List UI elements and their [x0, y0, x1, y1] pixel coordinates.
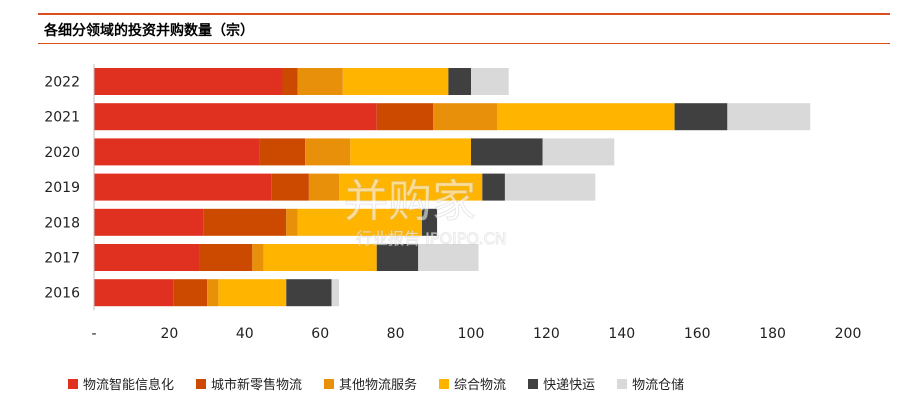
bar-segment: [376, 103, 434, 131]
bar-segment: [297, 68, 343, 95]
top-rule: [38, 13, 890, 15]
bar-segment: [259, 138, 306, 166]
bar-segment: [350, 138, 471, 166]
x-tick-label: 80: [387, 326, 405, 342]
category-label: 2016: [44, 286, 80, 302]
bar-segment: [421, 208, 438, 236]
bar-segment: [94, 68, 283, 95]
legend-swatch: [324, 378, 335, 389]
category-label: 2018: [44, 215, 80, 231]
x-tick-label: -: [91, 326, 96, 342]
bar-segment: [497, 103, 675, 131]
bar-segment: [331, 279, 340, 307]
bar-segment: [674, 103, 728, 131]
title-rule: [38, 43, 890, 44]
stacked-bar-chart: 2022 2021 2020 2019 2018 2017 2016 - 20 40 60 80 100…: [44, 64, 862, 342]
bar-segment: [504, 173, 596, 201]
legend-swatch: [68, 378, 78, 389]
bar-segment: [342, 68, 449, 95]
legend-item: 综合物流: [439, 374, 506, 393]
bar-segment: [542, 138, 615, 166]
bar-segment: [418, 244, 479, 271]
legend-item: 快递快运: [528, 374, 595, 393]
x-tick-label: 20: [160, 326, 178, 342]
bar-segment: [727, 103, 811, 131]
bar-segment: [218, 279, 287, 307]
bar-segment: [94, 173, 272, 201]
legend-swatch: [528, 378, 539, 389]
bar-segment: [94, 279, 174, 307]
bar-segment: [199, 244, 253, 271]
bar-segment: [308, 173, 340, 201]
x-tick-label: 40: [236, 326, 254, 342]
x-tick-label: 60: [311, 326, 329, 342]
legend-item: 物流仓储: [617, 374, 684, 393]
bar-segment: [203, 208, 287, 236]
legend-label: 其他物流服务: [339, 378, 418, 393]
bar-segment: [482, 173, 505, 201]
bar-segment: [297, 208, 422, 236]
bar-segment: [448, 68, 471, 95]
bar-segment: [252, 244, 264, 271]
legend-item: 其他物流服务: [324, 374, 417, 393]
x-tick-label: 100: [458, 326, 485, 342]
x-tick-label: 160: [684, 326, 711, 342]
category-label: 2021: [44, 110, 80, 126]
x-tick-label: 200: [835, 326, 862, 342]
legend-item: 物流智能信息化: [68, 374, 174, 393]
legend-label: 城市新零售物流: [211, 378, 303, 393]
category-label: 2022: [44, 75, 80, 91]
bar-segment: [286, 208, 298, 236]
bar-segment: [471, 138, 543, 166]
category-label: 2020: [44, 145, 80, 161]
legend-label: 综合物流: [454, 378, 507, 393]
chart-title: 各细分领域的投资并购数量（宗）: [44, 23, 254, 39]
legend-swatch: [439, 378, 450, 389]
category-label: 2017: [44, 251, 80, 267]
bar-segment: [433, 103, 498, 131]
bar-segment: [376, 244, 419, 271]
legend-item: 城市新零售物流: [196, 374, 302, 393]
x-tick-label: 120: [533, 326, 560, 342]
bar-segment: [339, 173, 483, 201]
bar-segment: [305, 138, 351, 166]
bar-segment: [94, 244, 200, 271]
bar-segment: [282, 68, 298, 95]
bar-segment: [94, 103, 377, 131]
legend-label: 物流智能信息化: [83, 378, 175, 393]
x-tick-label: 180: [759, 326, 786, 342]
bar-segment: [471, 68, 509, 95]
legend-label: 物流仓储: [632, 378, 685, 393]
bar-segment: [207, 279, 219, 307]
legend-label: 快递快运: [543, 378, 596, 393]
legend-swatch: [196, 378, 207, 389]
bar-segment: [286, 279, 332, 307]
bar-segment: [271, 173, 309, 201]
legend-swatch: [617, 378, 628, 389]
category-label: 2019: [44, 180, 80, 196]
x-tick-label: 140: [608, 326, 635, 342]
bar-segment: [94, 138, 260, 166]
bar-segment: [94, 208, 204, 236]
chart-legend: 物流智能信息化 城市新零售物流 其他物流服务 综合物流 快递快运 物流仓储: [68, 374, 706, 393]
bar-segment: [263, 244, 377, 271]
bar-segment: [173, 279, 208, 307]
